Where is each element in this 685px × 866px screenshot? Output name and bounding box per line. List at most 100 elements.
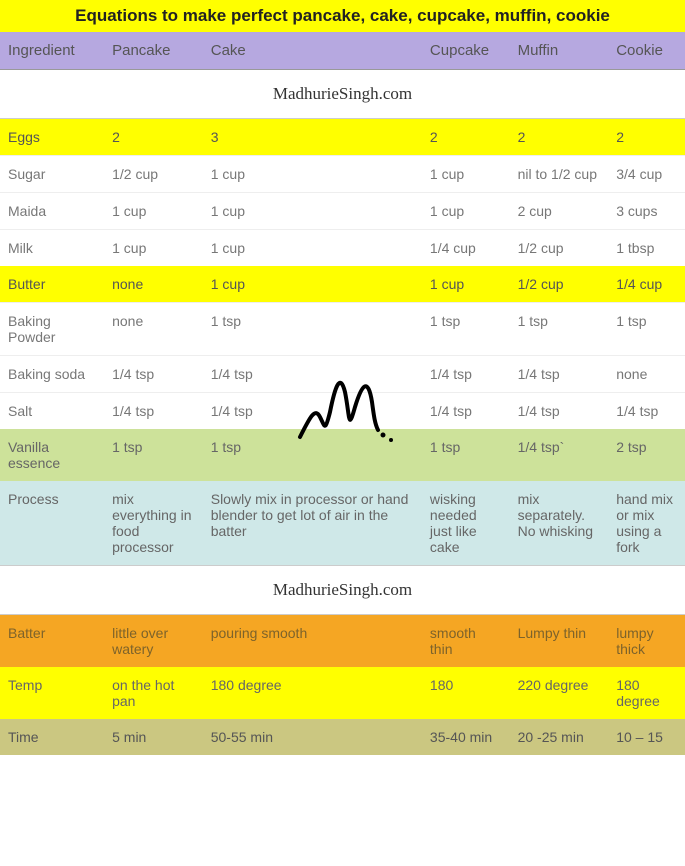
table-row: Baking Powdernone1 tsp1 tsp1 tsp1 tsp	[0, 303, 685, 356]
row-label: Sugar	[0, 156, 104, 193]
cell: 1 tsp	[510, 303, 609, 356]
page-title: Equations to make perfect pancake, cake,…	[0, 0, 685, 32]
cell: 3	[203, 119, 422, 156]
row-label: Eggs	[0, 119, 104, 156]
col-pancake: Pancake	[104, 32, 203, 70]
cell: 2	[104, 119, 203, 156]
cell: little over watery	[104, 615, 203, 668]
logo-watermark	[290, 362, 410, 452]
table-row: Butternone1 cup1 cup1/2 cup1/4 cup	[0, 266, 685, 303]
col-cake: Cake	[203, 32, 422, 70]
cell: 1 cup	[104, 193, 203, 230]
col-cupcake: Cupcake	[422, 32, 510, 70]
cell: 180	[422, 667, 510, 719]
cell: smooth thin	[422, 615, 510, 668]
cell: mix separately. No whisking	[510, 481, 609, 566]
table-row: Tempon the hot pan180 degree180220 degre…	[0, 667, 685, 719]
cell: 1 tsp	[104, 429, 203, 481]
table-row: Sugar1/2 cup1 cup1 cupnil to 1/2 cup3/4 …	[0, 156, 685, 193]
cell: 1 tbsp	[608, 230, 685, 267]
col-ingredient: Ingredient	[0, 32, 104, 70]
table-wrap: Ingredient Pancake Cake Cupcake Muffin C…	[0, 32, 685, 755]
cell: lumpy thick	[608, 615, 685, 668]
row-label: Baking Powder	[0, 303, 104, 356]
cell: 2 tsp	[608, 429, 685, 481]
table-row: Batterlittle over waterypouring smoothsm…	[0, 615, 685, 668]
row-label: Vanilla essence	[0, 429, 104, 481]
cell: 1/4 cup	[608, 266, 685, 303]
row-label: Baking soda	[0, 356, 104, 393]
table-row: Milk1 cup1 cup1/4 cup1/2 cup1 tbsp	[0, 230, 685, 267]
cell: 1 cup	[422, 156, 510, 193]
cell: 50-55 min	[203, 719, 422, 755]
cell: Lumpy thin	[510, 615, 609, 668]
table-row: Maida1 cup1 cup1 cup2 cup3 cups	[0, 193, 685, 230]
cell: 1 cup	[203, 266, 422, 303]
cell: 1/4 tsp	[104, 393, 203, 430]
watermark-row-top: MadhurieSingh.com	[0, 70, 685, 119]
cell: Slowly mix in processor or hand blender …	[203, 481, 422, 566]
cell: 1/4 tsp	[104, 356, 203, 393]
cell: 1 cup	[104, 230, 203, 267]
cell: 1/2 cup	[104, 156, 203, 193]
cell: 35-40 min	[422, 719, 510, 755]
cell: 1/4 tsp`	[510, 429, 609, 481]
cell: 2	[422, 119, 510, 156]
cell: on the hot pan	[104, 667, 203, 719]
row-label: Batter	[0, 615, 104, 668]
cell: 220 degree	[510, 667, 609, 719]
header-row: Ingredient Pancake Cake Cupcake Muffin C…	[0, 32, 685, 70]
cell: 1 cup	[203, 156, 422, 193]
cell: 1/4 tsp	[422, 393, 510, 430]
cell: 1/4 tsp	[510, 393, 609, 430]
cell: 1 tsp	[203, 303, 422, 356]
cell: hand mix or mix using a fork	[608, 481, 685, 566]
cell: 1/4 tsp	[608, 393, 685, 430]
cell: 2	[510, 119, 609, 156]
cell: 2 cup	[510, 193, 609, 230]
cell: mix everything in food processor	[104, 481, 203, 566]
cell: none	[104, 303, 203, 356]
row-label: Time	[0, 719, 104, 755]
col-muffin: Muffin	[510, 32, 609, 70]
row-label: Maida	[0, 193, 104, 230]
cell: 3/4 cup	[608, 156, 685, 193]
table-row: Time5 min50-55 min35-40 min20 -25 min10 …	[0, 719, 685, 755]
cell: 1 cup	[422, 266, 510, 303]
cell: 3 cups	[608, 193, 685, 230]
cell: 5 min	[104, 719, 203, 755]
row-label: Process	[0, 481, 104, 566]
row-label: Milk	[0, 230, 104, 267]
table-row: Eggs23222	[0, 119, 685, 156]
cell: none	[608, 356, 685, 393]
table-row: Processmix everything in food processorS…	[0, 481, 685, 566]
cell: 1 cup	[203, 230, 422, 267]
cell: 1 tsp	[608, 303, 685, 356]
cell: 1/4 cup	[422, 230, 510, 267]
cell: nil to 1/2 cup	[510, 156, 609, 193]
cell: 1/2 cup	[510, 230, 609, 267]
cell: 1/2 cup	[510, 266, 609, 303]
cell: 1 cup	[203, 193, 422, 230]
cell: 1 cup	[422, 193, 510, 230]
watermark-text: MadhurieSingh.com	[0, 566, 685, 615]
cell: 20 -25 min	[510, 719, 609, 755]
row-label: Salt	[0, 393, 104, 430]
cell: pouring smooth	[203, 615, 422, 668]
cell: wisking needed just like cake	[422, 481, 510, 566]
row-label: Butter	[0, 266, 104, 303]
cell: 10 – 15	[608, 719, 685, 755]
cell: 1 tsp	[422, 303, 510, 356]
col-cookie: Cookie	[608, 32, 685, 70]
table-row: MadhurieSingh.com	[0, 566, 685, 615]
cell: 2	[608, 119, 685, 156]
cell: 180 degree	[608, 667, 685, 719]
cell: 1 tsp	[422, 429, 510, 481]
cell: 180 degree	[203, 667, 422, 719]
cell: 1/4 tsp	[422, 356, 510, 393]
watermark-text: MadhurieSingh.com	[0, 70, 685, 119]
row-label: Temp	[0, 667, 104, 719]
cell: none	[104, 266, 203, 303]
page-wrap: Equations to make perfect pancake, cake,…	[0, 0, 685, 755]
cell: 1/4 tsp	[510, 356, 609, 393]
